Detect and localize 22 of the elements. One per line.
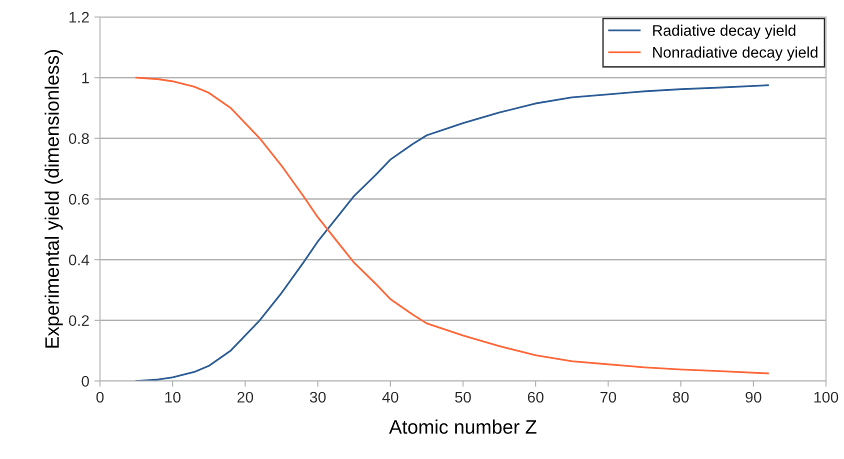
- x-tick-label: 90: [746, 392, 762, 403]
- x-tick-label: 60: [528, 392, 544, 403]
- y-tick-label: 0.2: [68, 315, 89, 326]
- x-tick-label: 70: [600, 392, 616, 403]
- x-tick-label: 10: [165, 392, 180, 403]
- y-axis-title: Experimental yield (dimensionless): [44, 50, 63, 348]
- x-tick-label: 20: [237, 392, 254, 403]
- y-tick-label: 1.2: [70, 12, 89, 23]
- y-tick-label: 0.4: [68, 254, 90, 266]
- legend-label: Radiative decay yield: [653, 24, 796, 39]
- x-tick-label: 50: [455, 392, 471, 403]
- x-tick-label: 40: [382, 392, 398, 403]
- y-tick-label: 0.8: [68, 133, 89, 144]
- x-axis-title: Atomic number Z: [389, 420, 536, 434]
- x-tick-label: 100: [814, 392, 838, 403]
- legend-label: Nonradiative decay yield: [653, 46, 818, 61]
- y-tick-label: 0: [82, 376, 89, 387]
- x-tick-label: 0: [96, 392, 104, 403]
- x-tick-label: 80: [672, 392, 689, 403]
- y-tick-label: 1: [82, 72, 89, 84]
- y-tick-label: 0.6: [68, 194, 89, 205]
- x-tick-label: 30: [310, 392, 326, 403]
